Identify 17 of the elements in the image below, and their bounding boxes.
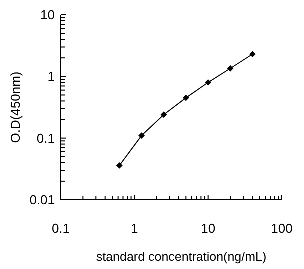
x-tick-label: 10 (201, 221, 216, 236)
point (227, 65, 234, 72)
x-tick-label: 100 (271, 221, 293, 236)
point (160, 112, 168, 118)
point (205, 79, 212, 86)
point (138, 132, 146, 139)
point (249, 51, 256, 58)
y-tick-label: 1 (48, 69, 55, 84)
y-axis-title: O.D(450nm) (8, 72, 23, 144)
y-tick-label: 0.1 (36, 130, 55, 146)
x-tick-label: 0.1 (52, 221, 70, 236)
x-tick-label: 1 (131, 221, 138, 236)
point (116, 162, 123, 169)
y-tick-label: 0.01 (30, 192, 55, 208)
x-axis-title: standard concentration(ng/mL) (96, 250, 267, 264)
point (182, 94, 190, 102)
y-tick-label: 10 (40, 8, 55, 23)
